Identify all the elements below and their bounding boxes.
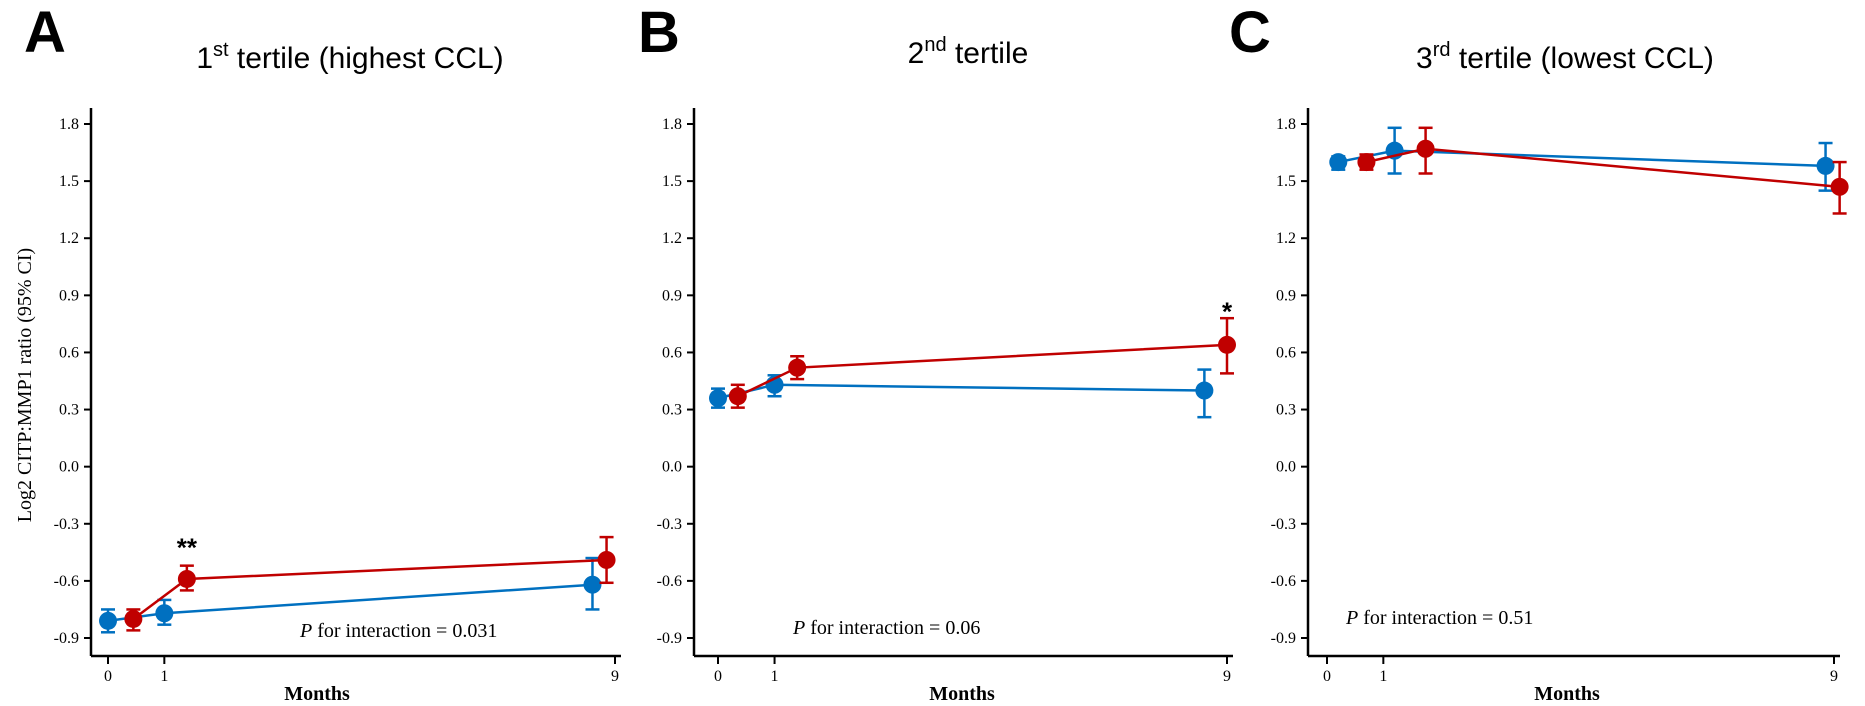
y-tick-label: 0.3 [59, 402, 79, 419]
data-point-red [1416, 139, 1435, 158]
data-point-blue [1816, 156, 1835, 175]
y-tick-label: 1.2 [1276, 230, 1296, 247]
panel-title: 2nd tertile [908, 34, 1029, 70]
y-tick-label: 1.2 [59, 230, 79, 247]
x-tick-label: 1 [160, 668, 168, 685]
y-tick-label: 1.2 [662, 230, 682, 247]
interaction-annotation: P for interaction = 0.06 [792, 617, 980, 639]
y-axis-title: Log2 CITP:MMP1 ratio (95% CI) [14, 248, 36, 522]
y-tick-label: 1.5 [59, 173, 79, 190]
y-tick-label: 0.6 [1276, 344, 1296, 361]
y-tick-label: -0.3 [657, 516, 682, 533]
data-point-blue [155, 604, 174, 623]
y-tick-label: -0.3 [1271, 516, 1296, 533]
data-point-red [177, 569, 196, 588]
panel-letter: A [24, 0, 66, 65]
x-tick-label: 9 [1830, 668, 1838, 685]
significance-marker: ** [177, 533, 198, 563]
y-tick-label: 0.3 [1276, 402, 1296, 419]
panel-a: A 1st tertile (highest CCL) 1.8 1.5 1.2 0.9 0.… [24, 0, 621, 705]
series-line-red [1366, 147, 1840, 189]
y-tick-label: 0.9 [59, 287, 79, 304]
data-point-blue [709, 389, 727, 408]
y-tick-label: 0.0 [1276, 459, 1296, 476]
y-tick-label: 1.8 [59, 116, 79, 133]
x-axis-title: Months [929, 683, 995, 705]
x-tick-label: 0 [104, 668, 112, 685]
y-tick-label: -0.3 [54, 516, 79, 533]
x-axis-title: Months [1534, 683, 1600, 705]
x-axis-title: Months [284, 683, 350, 705]
data-point-red [1357, 153, 1376, 172]
panel-letter: B [638, 0, 680, 65]
data-point-blue [1329, 153, 1348, 172]
y-tick-label: 0.0 [59, 459, 79, 476]
y-tick-label: -0.9 [657, 630, 682, 647]
y-tick-label: 1.8 [1276, 116, 1296, 133]
y-tick-label: 1.8 [662, 116, 682, 133]
data-point-red [1830, 177, 1849, 196]
y-tick-label: 0.9 [1276, 287, 1296, 304]
y-tick-label: 1.5 [662, 173, 682, 190]
data-point-red [597, 550, 616, 569]
y-tick-label: 0.0 [662, 459, 682, 476]
y-tick-label: -0.6 [1271, 573, 1296, 590]
x-tick-label: 0 [714, 668, 722, 685]
y-tick-label: 0.3 [662, 402, 682, 419]
data-point-red [788, 358, 807, 377]
y-tick-label: 0.6 [662, 344, 682, 361]
x-tick-label: 0 [1323, 668, 1331, 685]
interaction-annotation: P for interaction = 0.51 [1345, 607, 1533, 629]
y-tick-label: -0.6 [657, 573, 682, 590]
data-point-blue [99, 611, 117, 630]
y-tick-label: 0.9 [662, 287, 682, 304]
data-point-red [1218, 335, 1236, 354]
panel-title: 1st tertile (highest CCL) [196, 39, 503, 75]
panels-group: A 1st tertile (highest CCL) 1.8 1.5 1.2 0.9 0.… [24, 0, 1849, 705]
y-tick-label: -0.9 [1271, 630, 1296, 647]
x-tick-label: 1 [771, 668, 779, 685]
panel-c: C 3rd tertile (lowest CCL) 1.8 1.5 1.2 0.9 0.6… [1229, 0, 1849, 705]
panel-title: 3rd tertile (lowest CCL) [1416, 39, 1714, 75]
data-point-blue [583, 575, 602, 594]
data-point-blue [1195, 381, 1214, 400]
panel-b: B 2nd tertile 1.8 1.5 1.2 0.9 0.6 0.3 0.0 -0.3 -0.… [638, 0, 1236, 705]
data-point-red [124, 609, 143, 628]
interaction-annotation: P for interaction = 0.031 [299, 620, 497, 642]
x-tick-label: 9 [1223, 668, 1231, 685]
data-point-red [728, 387, 747, 406]
significance-marker: * [1222, 297, 1233, 327]
y-tick-label: 0.6 [59, 344, 79, 361]
y-tick-label: 1.5 [1276, 173, 1296, 190]
y-tick-label: -0.6 [54, 573, 79, 590]
panel-letter: C [1229, 0, 1271, 65]
x-tick-label: 1 [1379, 668, 1387, 685]
y-tick-label: -0.9 [54, 630, 79, 647]
series-line-blue [717, 383, 1205, 400]
x-tick-label: 9 [611, 668, 619, 685]
